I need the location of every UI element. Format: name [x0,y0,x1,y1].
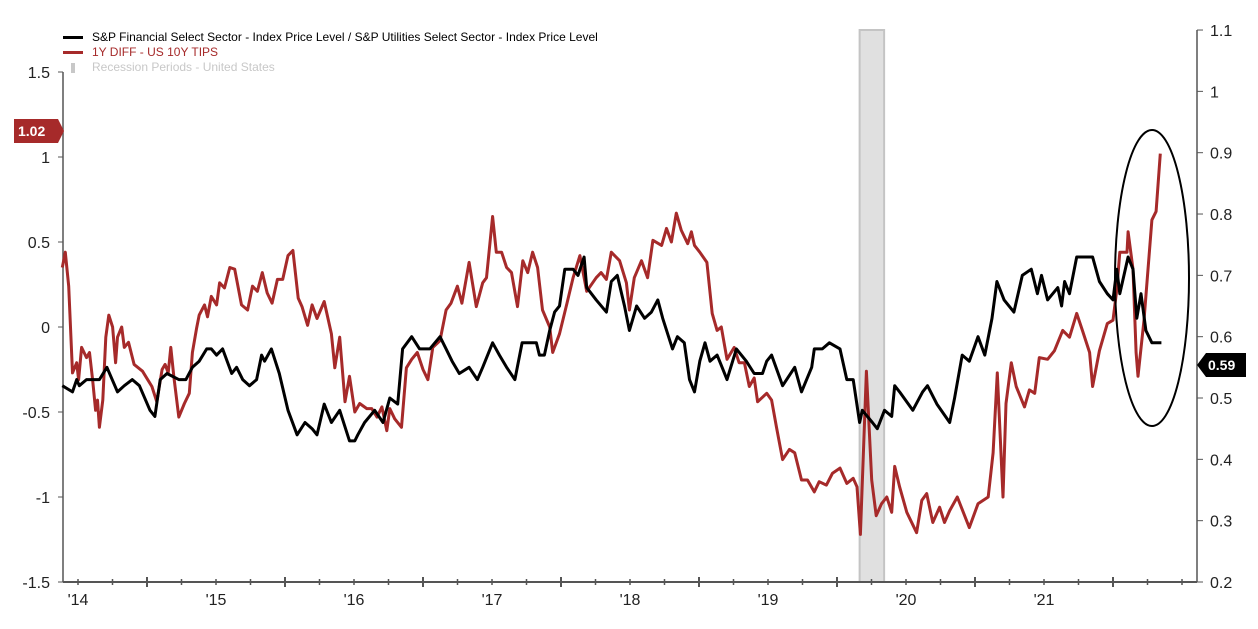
x-tick-label: '16 [344,592,365,609]
right-tick-label: 0.8 [1210,207,1232,224]
legend-item-ratio: S&P Financial Select Sector - Index Pric… [63,30,598,45]
left-tick-label: -0.5 [22,405,50,422]
x-tick-label: '20 [896,592,917,609]
series-line-tips-1y-diff [60,153,1162,536]
right-tick-label: 0.5 [1210,391,1232,408]
recession-band [858,29,886,583]
badge-pointer [1197,353,1206,377]
x-tick-label: '14 [68,592,89,609]
right-tick-label: 1.1 [1210,23,1232,40]
series-lines [60,153,1162,536]
right-tick-label: 0.6 [1210,330,1232,347]
x-tick-label: '15 [206,592,227,609]
left-tick-label: 0.5 [28,235,50,252]
x-tick-label: '19 [758,592,779,609]
left-tick-label: -1 [36,490,50,507]
legend-label: Recession Periods - United States [92,60,275,74]
legend-swatch [63,36,83,39]
legend-swatch [63,51,83,54]
left-tick-label: 1.5 [28,65,50,82]
x-tick-label: '18 [620,592,641,609]
legend-label: 1Y DIFF - US 10Y TIPS [92,45,219,59]
right-tick-label: 1 [1210,84,1219,101]
right-tick-label: 0.7 [1210,268,1232,285]
x-tick-label: '17 [482,592,503,609]
right-tick-label: 0.4 [1210,452,1232,469]
right-tick-label: 0.2 [1210,575,1232,592]
legend-item-tips: 1Y DIFF - US 10Y TIPS [63,45,598,60]
legend-item-recession: Recession Periods - United States [63,60,598,75]
x-tick-label: '21 [1034,592,1055,609]
last-value-badge-tips: 1.02 [14,119,64,143]
right-tick-label: 0.3 [1210,514,1232,531]
series-line-financials-utilities-ratio [61,255,1162,443]
legend: S&P Financial Select Sector - Index Pric… [63,30,598,75]
right-tick-label: 0.9 [1210,146,1232,163]
badge-value: 0.59 [1208,357,1236,373]
legend-swatch [71,62,75,73]
left-tick-label: 0 [41,320,50,337]
badge-value: 1.02 [18,123,46,139]
recession-bands [858,29,886,583]
annotation-ellipse [1114,129,1190,427]
legend-label: S&P Financial Select Sector - Index Pric… [92,30,598,44]
left-tick-label: 1 [41,150,50,167]
last-value-badge-ratio: 0.59 [1206,353,1246,377]
axes: 1.5 1 0.5 0 -0.5 -1 -1.5 1.1 1 0.9 0.8 0.7 0.6 0.5 0.4… [22,23,1232,609]
left-tick-label: -1.5 [22,575,50,592]
